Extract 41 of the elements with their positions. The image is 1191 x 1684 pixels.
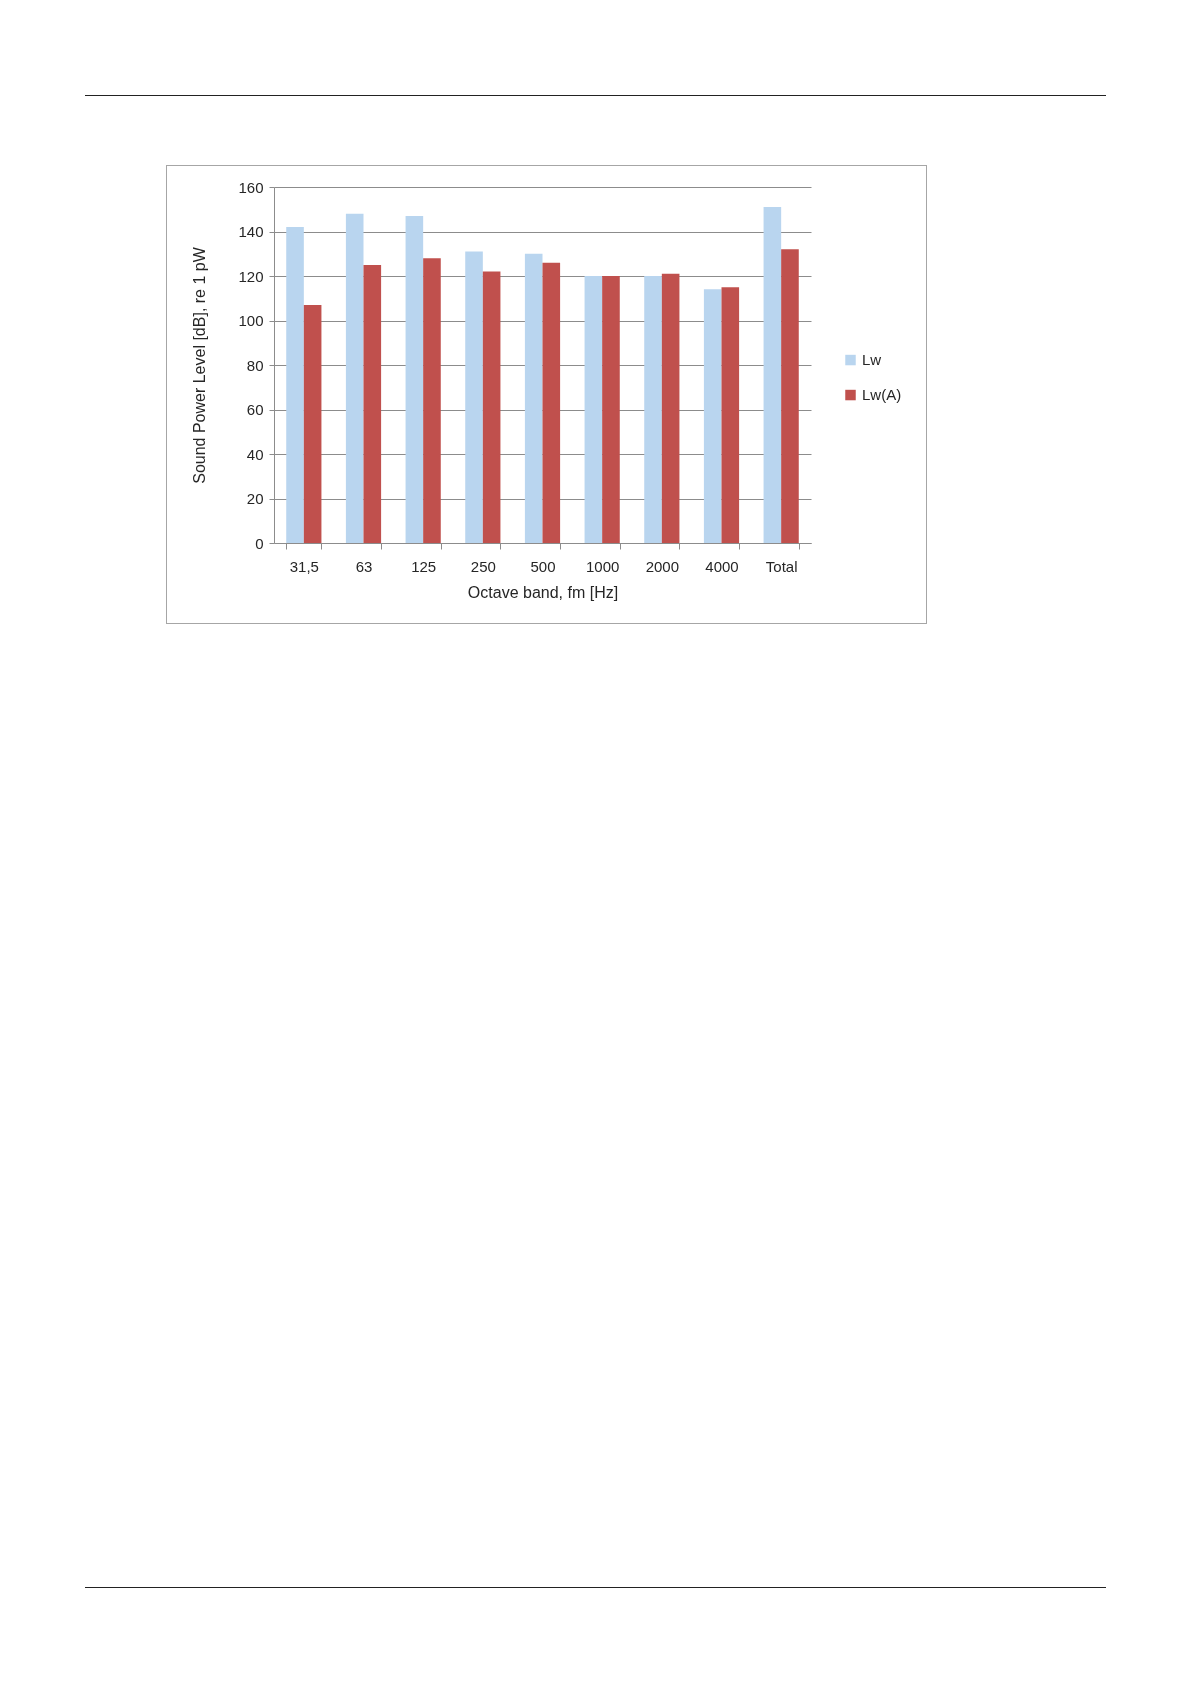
bar <box>703 289 722 543</box>
x-tick-label: 1000 <box>585 557 620 575</box>
x-tick-label: 63 <box>355 557 373 575</box>
x-tick-label: 250 <box>470 557 496 575</box>
y-tick-label: 0 <box>255 534 264 552</box>
bar <box>303 304 322 543</box>
bar <box>423 258 441 543</box>
legend-label: Lw <box>862 351 882 369</box>
bar <box>661 273 680 543</box>
bar <box>721 287 740 543</box>
chart-frame: 31,5 63 125 250 500 1000 2000 4000 Total Octave band, fm [Hz] 0 20 40 60 80 100 120 140 160 Sound Power Level [dB], re 1 pW Lw Lw(A) <box>166 165 927 624</box>
bar <box>781 249 799 543</box>
bar <box>405 215 424 543</box>
y-tick-label: 140 <box>238 223 264 240</box>
y-tick-label: 20 <box>246 490 264 507</box>
x-tick-label: 4000 <box>705 557 739 575</box>
y-tick-label: 120 <box>238 267 264 285</box>
bar <box>345 213 364 543</box>
x-tick-label: 125 <box>411 557 437 575</box>
x-tick-label: 500 <box>530 557 556 575</box>
bar <box>584 276 603 543</box>
x-axis-title: Octave band, fm [Hz] <box>467 583 619 601</box>
bar <box>363 264 382 543</box>
bar <box>286 227 304 543</box>
bar <box>602 276 620 543</box>
legend-label: Lw(A) <box>862 386 902 404</box>
y-tick-label: 40 <box>246 445 264 463</box>
x-tick-label: 31,5 <box>289 557 319 575</box>
y-tick-label: 160 <box>238 178 264 196</box>
bar <box>763 207 782 543</box>
bar <box>524 253 543 543</box>
y-tick-label: 100 <box>238 312 264 329</box>
bar <box>465 251 483 543</box>
y-tick-label: 60 <box>246 401 264 418</box>
x-tick-label: 2000 <box>645 557 680 575</box>
y-axis-title: Sound Power Level [dB], re 1 pW <box>191 246 209 484</box>
y-tick-label: 80 <box>246 356 264 374</box>
bar <box>644 276 662 543</box>
x-tick-label: Total <box>765 557 798 575</box>
bar <box>542 262 561 543</box>
bar <box>482 271 501 543</box>
